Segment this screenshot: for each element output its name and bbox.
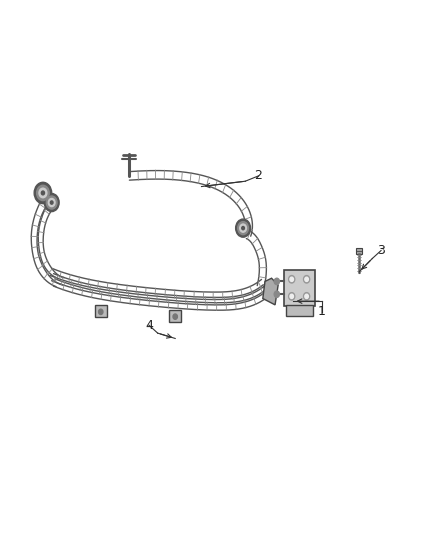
Circle shape: [274, 278, 279, 285]
Polygon shape: [263, 278, 278, 305]
Bar: [284, 270, 315, 306]
Circle shape: [290, 277, 293, 281]
Circle shape: [289, 293, 295, 300]
Circle shape: [305, 277, 308, 281]
Circle shape: [34, 182, 52, 204]
Circle shape: [37, 185, 49, 200]
Circle shape: [290, 294, 293, 298]
Circle shape: [238, 222, 248, 235]
Circle shape: [99, 309, 103, 314]
Circle shape: [304, 276, 310, 283]
Circle shape: [48, 198, 55, 207]
Circle shape: [41, 191, 45, 195]
Circle shape: [46, 196, 57, 209]
Circle shape: [50, 201, 53, 204]
Circle shape: [173, 314, 177, 319]
Circle shape: [44, 193, 59, 212]
Circle shape: [242, 227, 244, 230]
Text: 1: 1: [318, 305, 326, 318]
Circle shape: [305, 294, 308, 298]
Circle shape: [240, 224, 247, 232]
Bar: [356, 248, 362, 254]
Bar: [169, 310, 181, 322]
Bar: [95, 305, 107, 317]
Circle shape: [289, 276, 295, 283]
Circle shape: [39, 188, 47, 198]
Text: 2: 2: [254, 169, 262, 182]
Text: 3: 3: [377, 244, 385, 257]
Text: 4: 4: [145, 319, 153, 332]
Bar: [286, 305, 313, 316]
Circle shape: [236, 219, 251, 237]
Circle shape: [304, 293, 310, 300]
Circle shape: [274, 291, 279, 297]
